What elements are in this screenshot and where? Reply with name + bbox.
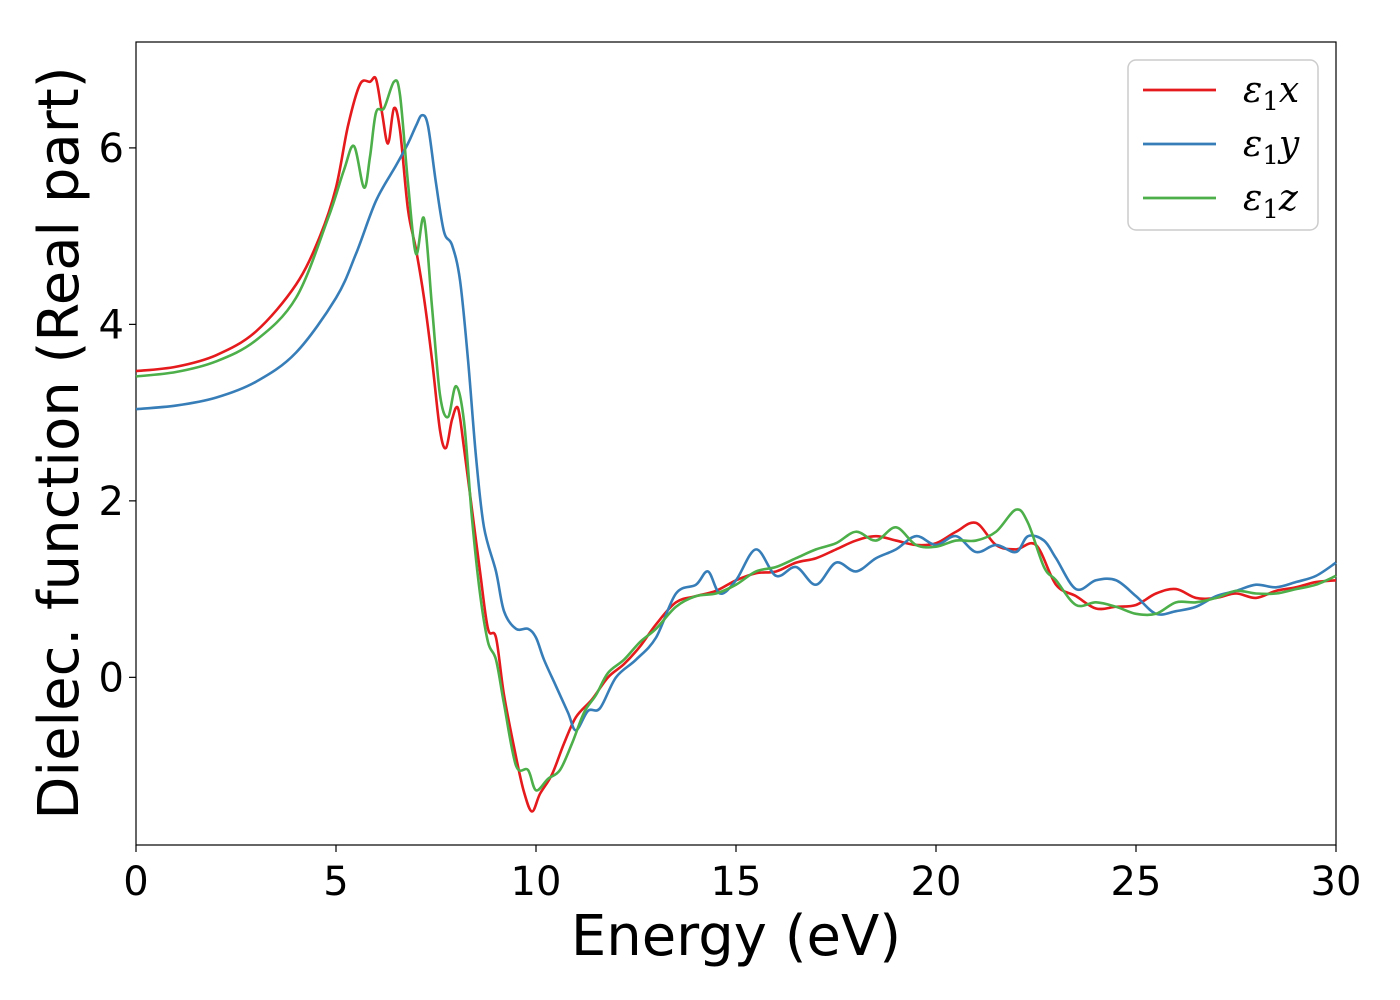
x-tick-label: 10: [511, 859, 562, 905]
series-line-z: [135, 79, 1337, 792]
x-tick-label: 30: [1311, 859, 1362, 905]
y-tick-label: 2: [99, 479, 124, 525]
legend-label-z: ε1z: [1243, 178, 1299, 225]
x-tick-label: 20: [911, 859, 962, 905]
x-axis-label: Energy (eV): [571, 904, 901, 969]
series-layer: [135, 75, 1337, 813]
x-tick-label: 0: [123, 859, 148, 905]
y-tick-label: 4: [99, 302, 124, 348]
x-axis-ticks: 0 5 10 15 20 25 30: [123, 845, 1361, 905]
y-tick-label: 0: [99, 655, 124, 701]
legend-box: [1127, 59, 1319, 231]
legend-label-y: ε1y: [1243, 124, 1300, 171]
y-axis-label: Dielec. function (Real part): [27, 66, 92, 819]
legend: ε1x ε1y ε1z: [1127, 59, 1319, 231]
y-tick-label: 6: [99, 126, 124, 172]
y-axis-ticks: 0 2 4 6: [99, 126, 136, 701]
x-tick-label: 25: [1111, 859, 1162, 905]
x-tick-label: 15: [711, 859, 762, 905]
x-tick-label: 5: [323, 859, 348, 905]
series-line-x: [135, 75, 1337, 813]
series-line-y: [135, 113, 1337, 732]
legend-label-x: ε1x: [1243, 70, 1299, 117]
